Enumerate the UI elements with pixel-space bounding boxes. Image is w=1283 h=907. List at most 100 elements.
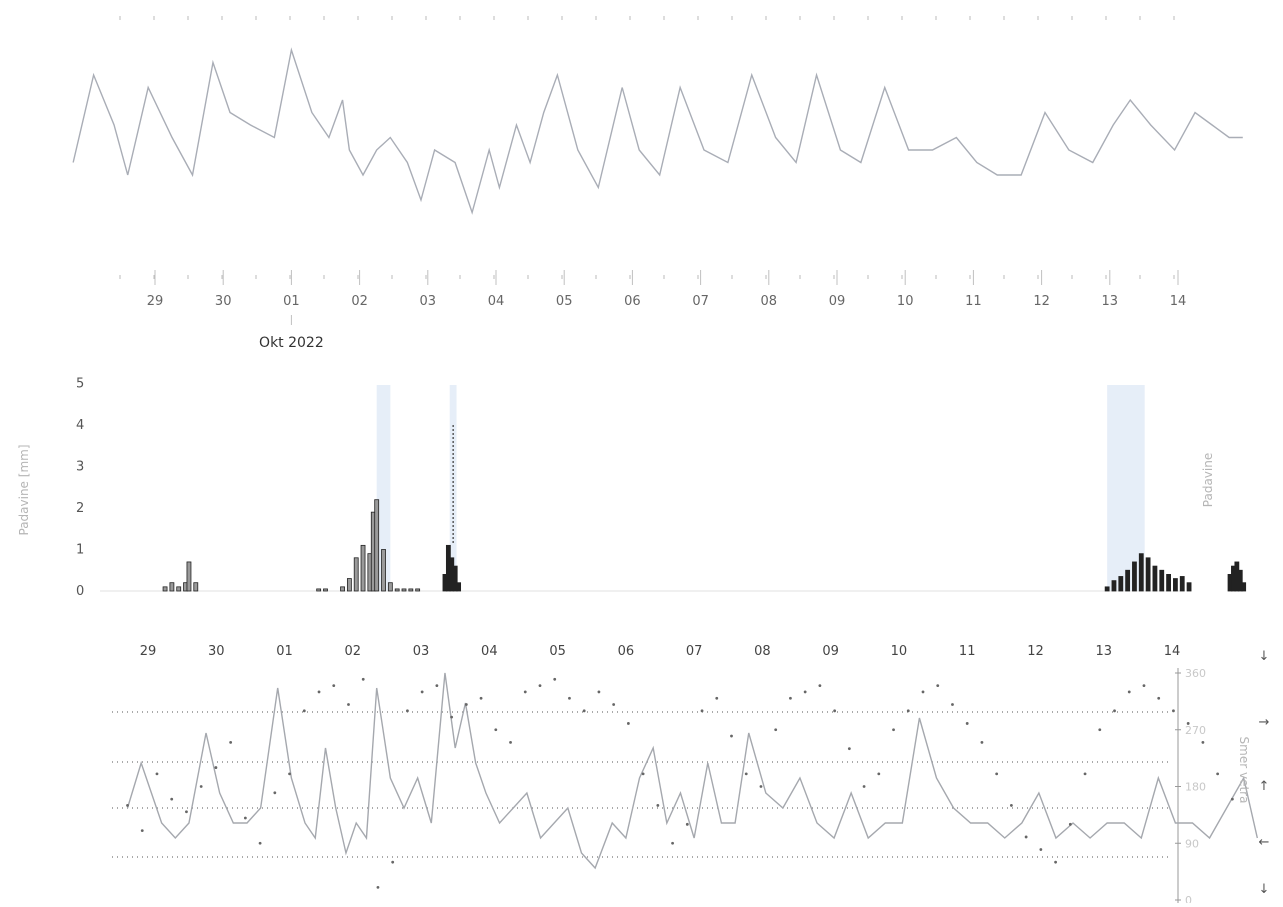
wind-direction-dot xyxy=(170,797,174,801)
wind-direction-dot xyxy=(1009,804,1013,807)
precip-bar xyxy=(1179,576,1185,592)
precip-y-tick: 4 xyxy=(76,418,84,433)
wind-direction-dot xyxy=(921,690,925,694)
wind-direction-dot xyxy=(995,772,999,776)
wind-direction-dot xyxy=(347,703,350,706)
wind-direction-dot xyxy=(214,766,218,769)
wind-direction-dot xyxy=(626,722,630,725)
precip-bar xyxy=(323,588,328,592)
wind-direction-dot xyxy=(759,785,763,788)
wind-direction-dot xyxy=(435,684,439,688)
wind-direction-dot xyxy=(862,785,866,788)
wind-direction-dot xyxy=(774,728,778,732)
wind-direction-dot xyxy=(906,709,910,713)
wind-direction-dot xyxy=(656,804,660,807)
wind-direction-dot xyxy=(332,684,336,688)
precip-bar xyxy=(346,578,352,592)
wind-direction-dot xyxy=(980,740,984,744)
precip-bar xyxy=(408,588,414,592)
wind-day-label: 05 xyxy=(549,644,566,659)
temp-day-label: 02 xyxy=(351,294,368,309)
wind-day-label: 06 xyxy=(618,644,635,659)
temp-day-label: 09 xyxy=(829,294,846,309)
wind-direction-dot xyxy=(1024,835,1028,839)
wind-direction-dot xyxy=(789,696,792,700)
wind-direction-dot xyxy=(568,696,571,700)
precip-bar xyxy=(1241,582,1247,592)
wind-right-tick-label: 270 xyxy=(1185,724,1206,737)
wind-day-label: 29 xyxy=(140,644,157,659)
precip-bar xyxy=(1152,565,1158,592)
precip-bar xyxy=(340,586,345,592)
precip-bar xyxy=(1104,586,1110,592)
wind-direction-dot xyxy=(523,690,527,694)
wind-right-tick-label: 90 xyxy=(1185,837,1199,850)
temp-day-label: 12 xyxy=(1033,294,1050,309)
wind-direction-dot xyxy=(1068,822,1072,826)
wind-direction-dot xyxy=(597,690,601,694)
precip-bar xyxy=(162,586,168,592)
wind-direction-dot xyxy=(273,791,277,795)
wind-direction-dot xyxy=(1142,684,1146,688)
wind-day-label: 08 xyxy=(754,644,771,659)
wind-day-label: 11 xyxy=(959,644,976,659)
temp-day-label: 04 xyxy=(488,294,505,309)
temp-day-label: 13 xyxy=(1102,294,1119,309)
temp-day-label: 11 xyxy=(965,294,982,309)
wind-direction-dot xyxy=(538,684,542,688)
wind-day-label: 07 xyxy=(686,644,703,659)
wind-day-label: 01 xyxy=(276,644,293,659)
precip-bar xyxy=(1145,557,1151,592)
temperature-line xyxy=(72,47,1243,215)
wind-direction-dot xyxy=(730,734,733,738)
wind-direction-dot xyxy=(155,772,159,776)
wind-direction-dot xyxy=(965,722,969,725)
precip-shaded-span xyxy=(376,385,391,591)
wind-direction-arrow: ↓ xyxy=(1259,649,1270,664)
wind-direction-dot xyxy=(302,709,306,713)
wind-direction-dot xyxy=(391,860,395,864)
wind-direction-dot xyxy=(229,740,233,744)
temp-day-label: 08 xyxy=(761,294,778,309)
precip-bar xyxy=(1138,553,1144,592)
wind-speed-line xyxy=(126,672,1259,870)
wind-day-label: 12 xyxy=(1027,644,1044,659)
wind-right-tick-label: 180 xyxy=(1185,781,1206,794)
wind-direction-dot xyxy=(833,709,837,713)
wind-direction-dot xyxy=(553,677,557,681)
precip-bar xyxy=(193,582,199,592)
precip-bar xyxy=(1237,569,1243,592)
wind-direction-dot xyxy=(744,772,748,776)
wind-right-tick-label: 360 xyxy=(1185,667,1206,680)
wind-direction-dot xyxy=(951,703,954,706)
temp-day-label: 05 xyxy=(556,294,573,309)
wind-direction-dot xyxy=(671,841,674,845)
wind-direction-dot xyxy=(1216,772,1220,776)
precipitation-panel: 5 4 3 2 1 0 xyxy=(76,377,1247,599)
wind-direction-dot xyxy=(509,740,512,744)
wind-direction-dot xyxy=(1083,772,1087,776)
month-label: Okt 2022 xyxy=(259,335,324,351)
precip-y-tick: 2 xyxy=(76,501,84,516)
precip-bar xyxy=(456,582,462,592)
wind-direction-dot xyxy=(406,709,409,713)
precip-bar xyxy=(381,549,386,592)
wind-direction-dot xyxy=(376,885,380,889)
wind-panel: 29 30 01 02 03 04 05 06 07 08 09 10 11 12 13 14 360 270 18… xyxy=(112,644,1270,907)
precip-bar xyxy=(394,588,400,592)
wind-direction-arrow: ↑ xyxy=(1259,779,1270,794)
precip-bar xyxy=(176,586,182,592)
precip-bar xyxy=(186,561,192,592)
wind-day-label: 02 xyxy=(345,644,362,659)
wind-right-tick-label: 0 xyxy=(1185,894,1192,903)
precip-y-tick: 1 xyxy=(76,543,84,558)
wind-direction-dot xyxy=(420,690,424,694)
wind-direction-dot xyxy=(243,816,247,820)
wind-direction-dot xyxy=(1172,709,1175,713)
precip-bar xyxy=(353,557,359,592)
precip-bar xyxy=(169,582,175,592)
wind-direction-dot xyxy=(199,785,203,788)
wind-direction-dot xyxy=(612,703,616,706)
temp-day-label: 29 xyxy=(147,294,164,309)
